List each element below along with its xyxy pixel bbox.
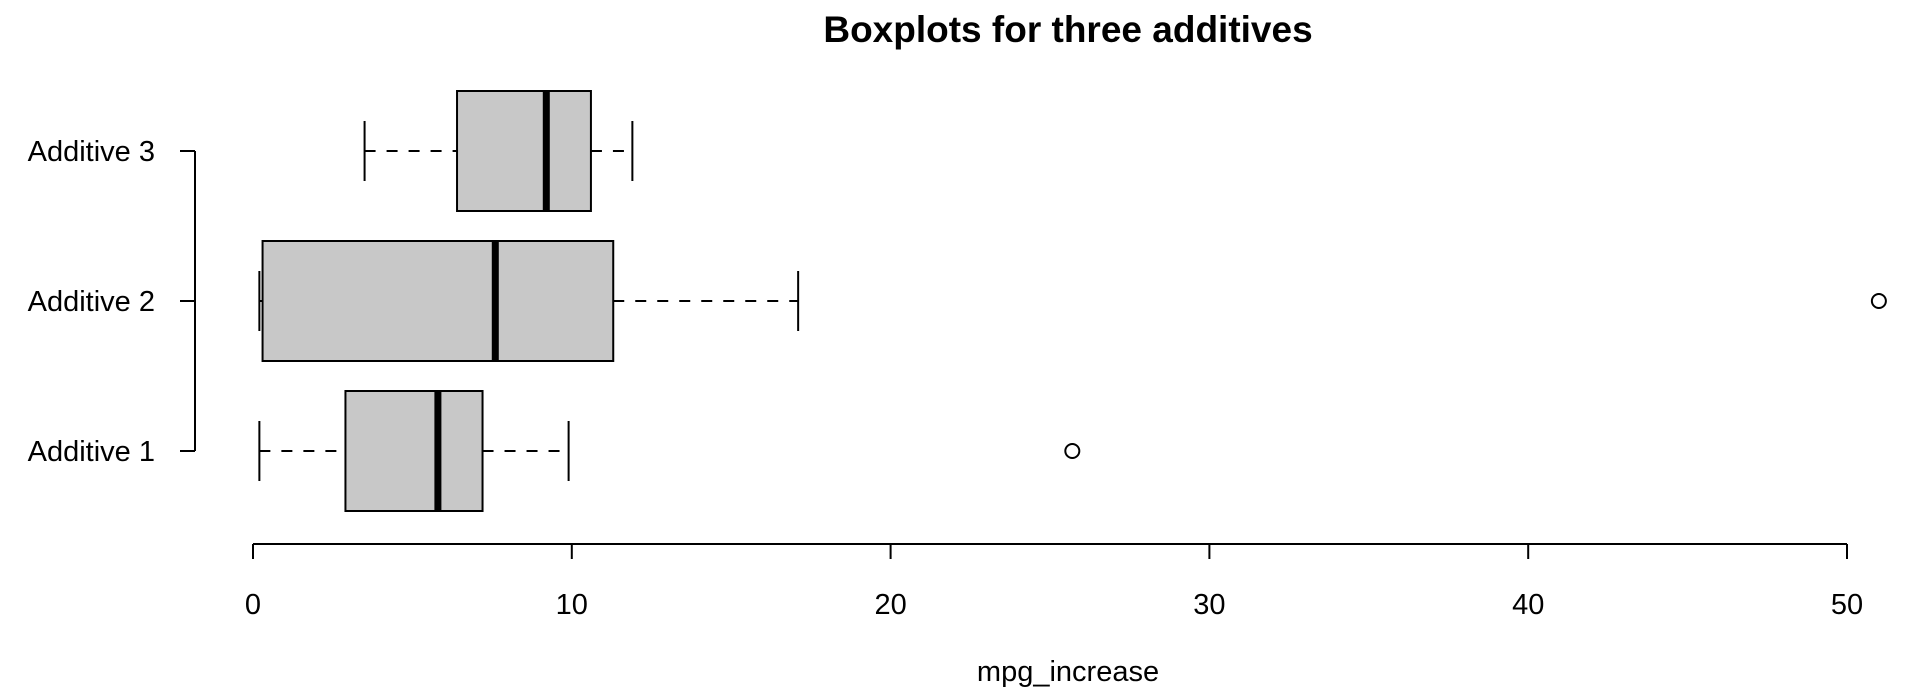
x-tick-label: 20 bbox=[874, 589, 906, 621]
x-tick-label: 10 bbox=[556, 589, 588, 621]
y-category-label: Additive 3 bbox=[28, 136, 155, 168]
boxplot-2 bbox=[258, 240, 1887, 362]
x-tick-label: 30 bbox=[1193, 589, 1225, 621]
iqr-box bbox=[344, 390, 484, 512]
boxes-layer bbox=[258, 90, 1887, 512]
iqr-box bbox=[261, 240, 615, 362]
x-axis-title: mpg_increase bbox=[977, 656, 1159, 688]
outlier-point bbox=[1870, 293, 1887, 309]
boxplot-3 bbox=[363, 90, 634, 212]
y-category-label: Additive 2 bbox=[28, 286, 155, 318]
outlier-point bbox=[1064, 443, 1081, 459]
x-tick-label: 0 bbox=[245, 589, 261, 621]
x-tick-label: 50 bbox=[1831, 589, 1863, 621]
chart-title: Boxplots for three additives bbox=[823, 9, 1312, 50]
y-category-label: Additive 1 bbox=[28, 436, 155, 468]
iqr-box bbox=[456, 90, 592, 212]
x-axis: 0 10 20 30 40 50 bbox=[245, 543, 1863, 621]
boxplot-1 bbox=[258, 390, 1081, 512]
y-axis: Additive 1 Additive 2 Additive 3 bbox=[28, 136, 196, 468]
x-tick-label: 40 bbox=[1512, 589, 1544, 621]
